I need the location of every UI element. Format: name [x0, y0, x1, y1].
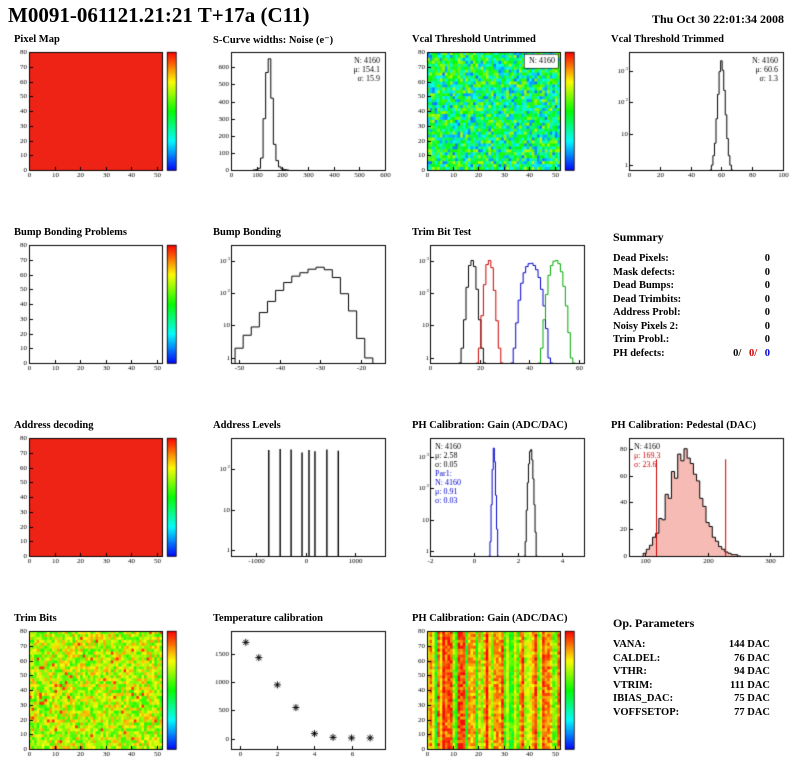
trim-bits-plot: [4, 626, 194, 764]
panel-op-parameters: Op. Parameters VANA: 144 DAC CALDEL: 76 DA…: [597, 610, 796, 772]
address-levels-plot: [203, 433, 393, 571]
plot-title: Vcal Threshold Untrimmed: [412, 34, 536, 45]
pixel-map-plot: [4, 47, 194, 185]
report-header: M0091-061121.21:21 T+17a (C11) Thu Oct 3…: [0, 3, 796, 31]
summary-row: Dead Trimbits: 0: [613, 293, 770, 305]
summary-row: Address Probl: 0: [613, 307, 770, 318]
plot-title: Bump Bonding Problems: [14, 227, 128, 238]
ph-gain-map-plot: [402, 626, 592, 764]
scurve-noise-plot: [203, 47, 393, 185]
summary-row-ph-defects: PH defects: 0/ 0/ 0: [613, 347, 770, 359]
temp-calibration-plot: [203, 626, 393, 764]
panel-bump-problems: Bump Bonding Problems: [0, 224, 199, 417]
op-parameters-title: Op. Parameters: [613, 616, 695, 630]
plot-title: PH Calibration: Gain (ADC/DAC): [412, 420, 568, 431]
panel-scurve-noise: S-Curve widths: Noise (e⁻): [199, 31, 398, 224]
ph-pedestal-plot: [601, 433, 791, 571]
plot-grid: Pixel Map S-Curve widths: Noise (e⁻) Vca…: [0, 31, 796, 772]
plot-title: PH Calibration: Gain (ADC/DAC): [412, 613, 568, 624]
panel-temp-calibration: Temperature calibration: [199, 610, 398, 772]
vcal-untrimmed-plot: [402, 47, 592, 185]
ph-gain-hist-plot: [402, 433, 592, 571]
address-decoding-plot: [4, 433, 194, 571]
op-parameters-rows: VANA: 144 DAC CALDEL: 76 DAC VTHR: 94 DAC V…: [597, 638, 796, 719]
panel-address-decoding: Address decoding: [0, 417, 199, 610]
summary-rows: Dead Pixels: 0 Mask defects: 0 Dead Bumps:…: [597, 252, 796, 360]
op-parameter-row: VANA: 144 DAC: [613, 639, 770, 650]
summary-title: Summary: [613, 230, 664, 244]
plot-title: S-Curve widths: Noise (e⁻): [213, 35, 334, 46]
bump-problems-plot: [4, 240, 194, 378]
panel-ph-gain-hist: PH Calibration: Gain (ADC/DAC): [398, 417, 597, 610]
ph-defects-values: 0/ 0/ 0: [733, 347, 770, 359]
plot-title: Bump Bonding: [213, 227, 281, 238]
panel-bump-bonding: Bump Bonding: [199, 224, 398, 417]
vcal-trimmed-plot: [601, 47, 791, 185]
summary-row: Dead Pixels: 0: [613, 253, 770, 264]
plot-title: Trim Bits: [14, 613, 57, 624]
panel-vcal-untrimmed: Vcal Threshold Untrimmed: [398, 31, 597, 224]
op-parameter-row: VTHR: 94 DAC: [613, 666, 770, 677]
plot-title: Address Levels: [213, 420, 281, 431]
panel-pixel-map: Pixel Map: [0, 31, 199, 224]
op-parameter-row: VTRIM: 111 DAC: [613, 679, 770, 691]
panel-vcal-trimmed: Vcal Threshold Trimmed: [597, 31, 796, 224]
trim-bit-test-plot: [402, 240, 592, 378]
page-title: M0091-061121.21:21 T+17a (C11): [8, 3, 310, 27]
plot-title: Temperature calibration: [213, 613, 323, 624]
op-parameter-row: CALDEL: 76 DAC: [613, 652, 770, 664]
plot-title: Address decoding: [14, 420, 94, 431]
summary-row: Noisy Pixels 2: 0: [613, 320, 770, 332]
plot-title: Trim Bit Test: [412, 227, 472, 238]
summary-row: Trim Probl.: 0: [613, 334, 770, 345]
panel-trim-bit-test: Trim Bit Test: [398, 224, 597, 417]
panel-address-levels: Address Levels: [199, 417, 398, 610]
bump-bonding-plot: [203, 240, 393, 378]
panel-ph-gain-map: PH Calibration: Gain (ADC/DAC): [398, 610, 597, 772]
plot-title: Vcal Threshold Trimmed: [611, 34, 724, 45]
panel-trim-bits: Trim Bits: [0, 610, 199, 772]
plot-title: PH Calibration: Pedestal (DAC): [611, 420, 756, 431]
summary-row: Dead Bumps: 0: [613, 280, 770, 291]
op-parameter-row: IBIAS_DAC: 75 DAC: [613, 693, 770, 704]
plot-title: Pixel Map: [14, 34, 60, 45]
op-parameter-row: VOFFSETOP: 77 DAC: [613, 706, 770, 718]
timestamp: Thu Oct 30 22:01:34 2008: [652, 12, 784, 26]
panel-summary: Summary Dead Pixels: 0 Mask defects: 0 Dea…: [597, 224, 796, 417]
summary-row: Mask defects: 0: [613, 266, 770, 278]
panel-ph-pedestal: PH Calibration: Pedestal (DAC): [597, 417, 796, 610]
